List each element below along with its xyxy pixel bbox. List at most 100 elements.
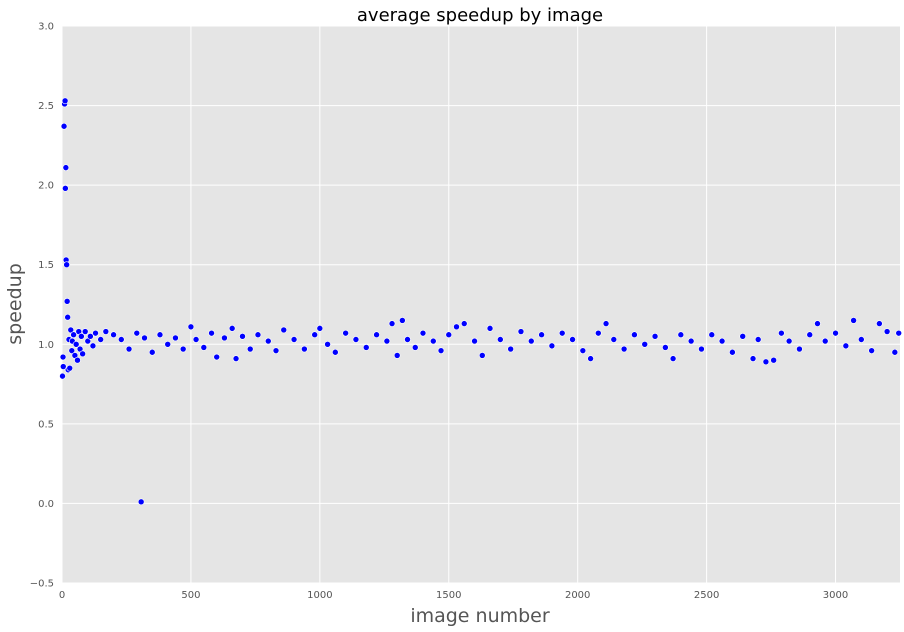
data-point bbox=[404, 336, 411, 343]
data-point bbox=[453, 323, 460, 331]
data-point bbox=[68, 347, 76, 354]
data-point bbox=[254, 331, 262, 339]
data-point bbox=[59, 353, 67, 361]
data-point bbox=[729, 348, 736, 356]
data-point bbox=[172, 334, 179, 342]
data-point bbox=[876, 320, 883, 327]
y-tick-label: 1.5 bbox=[38, 260, 54, 271]
data-point bbox=[821, 337, 829, 345]
data-point bbox=[66, 364, 74, 372]
data-point bbox=[301, 345, 308, 353]
x-tick-label: 3000 bbox=[823, 590, 848, 601]
data-point bbox=[118, 336, 125, 343]
data-point bbox=[352, 336, 360, 343]
data-point bbox=[507, 345, 514, 353]
x-tick-label: 500 bbox=[181, 590, 200, 601]
data-point bbox=[78, 333, 85, 340]
data-point bbox=[471, 337, 478, 345]
data-point bbox=[486, 325, 494, 332]
data-point bbox=[587, 355, 594, 362]
y-tick-label: 0.0 bbox=[38, 499, 54, 510]
data-point bbox=[332, 348, 339, 356]
grid-lines bbox=[61, 25, 900, 584]
data-point bbox=[290, 336, 298, 343]
data-point bbox=[569, 336, 576, 343]
y-tick-label: 2.5 bbox=[38, 101, 54, 112]
data-point bbox=[538, 331, 545, 339]
y-tick-label: 0.5 bbox=[38, 419, 54, 430]
tick-labels: −0.5 0.0 0.5 1.0 1.5 2.0 2.5 3.0 0 500 1000 1500 200… bbox=[30, 22, 849, 602]
data-point bbox=[342, 329, 349, 337]
data-point bbox=[362, 344, 370, 351]
data-point bbox=[63, 261, 70, 269]
data-point bbox=[383, 337, 391, 345]
y-tick-label: 3.0 bbox=[38, 22, 54, 33]
data-point bbox=[832, 329, 839, 337]
data-point bbox=[63, 298, 71, 305]
data-point bbox=[393, 352, 401, 359]
plot-area-background bbox=[62, 26, 900, 583]
data-point bbox=[806, 331, 814, 339]
data-point bbox=[749, 355, 757, 362]
data-point bbox=[778, 329, 785, 337]
chart-title: average speedup by image bbox=[357, 5, 603, 26]
data-point bbox=[148, 348, 156, 356]
x-tick-label: 1000 bbox=[307, 590, 332, 601]
data-point bbox=[669, 355, 677, 362]
data-point bbox=[324, 340, 331, 348]
y-axis-label: speedup bbox=[4, 263, 26, 345]
data-point bbox=[62, 164, 70, 171]
data-point bbox=[620, 345, 628, 353]
x-axis-label: image number bbox=[410, 605, 550, 627]
data-point bbox=[70, 331, 77, 339]
data-point bbox=[602, 320, 610, 327]
data-point bbox=[208, 329, 215, 337]
data-point bbox=[517, 328, 525, 335]
data-point bbox=[187, 323, 195, 331]
y-tick-label: 1.0 bbox=[38, 340, 54, 351]
data-point bbox=[739, 333, 747, 340]
data-point bbox=[246, 345, 254, 353]
data-point bbox=[232, 355, 240, 362]
data-point bbox=[110, 331, 117, 339]
data-point bbox=[651, 333, 659, 340]
data-point bbox=[850, 317, 857, 324]
data-point bbox=[164, 340, 172, 348]
data-point bbox=[92, 329, 99, 337]
data-point bbox=[316, 325, 324, 332]
data-point bbox=[399, 317, 406, 324]
data-point bbox=[718, 337, 726, 345]
data-point bbox=[60, 122, 68, 130]
data-point bbox=[213, 353, 221, 361]
data-point bbox=[527, 337, 535, 345]
data-point bbox=[79, 350, 86, 358]
data-point bbox=[437, 347, 445, 354]
data-point bbox=[641, 340, 649, 348]
data-point bbox=[200, 344, 208, 351]
data-point bbox=[662, 344, 669, 351]
data-point bbox=[264, 337, 272, 345]
data-point bbox=[62, 185, 69, 192]
data-point bbox=[59, 363, 67, 370]
data-point bbox=[429, 337, 437, 345]
data-point bbox=[687, 337, 695, 345]
data-point bbox=[762, 358, 770, 366]
data-point bbox=[677, 331, 685, 339]
data-points bbox=[59, 97, 903, 506]
x-tick-label: 1500 bbox=[436, 590, 461, 601]
data-point bbox=[102, 328, 110, 335]
data-point bbox=[192, 336, 200, 343]
data-point bbox=[156, 331, 164, 339]
data-point bbox=[133, 329, 141, 337]
x-tick-label: 2500 bbox=[694, 590, 719, 601]
data-point bbox=[708, 331, 716, 339]
data-point bbox=[868, 347, 875, 354]
x-tick-label: 0 bbox=[59, 590, 65, 601]
data-point bbox=[770, 356, 777, 364]
data-point bbox=[59, 372, 66, 380]
data-point bbox=[785, 337, 793, 345]
data-point bbox=[895, 329, 903, 337]
data-point bbox=[558, 329, 566, 337]
data-point bbox=[228, 325, 236, 332]
